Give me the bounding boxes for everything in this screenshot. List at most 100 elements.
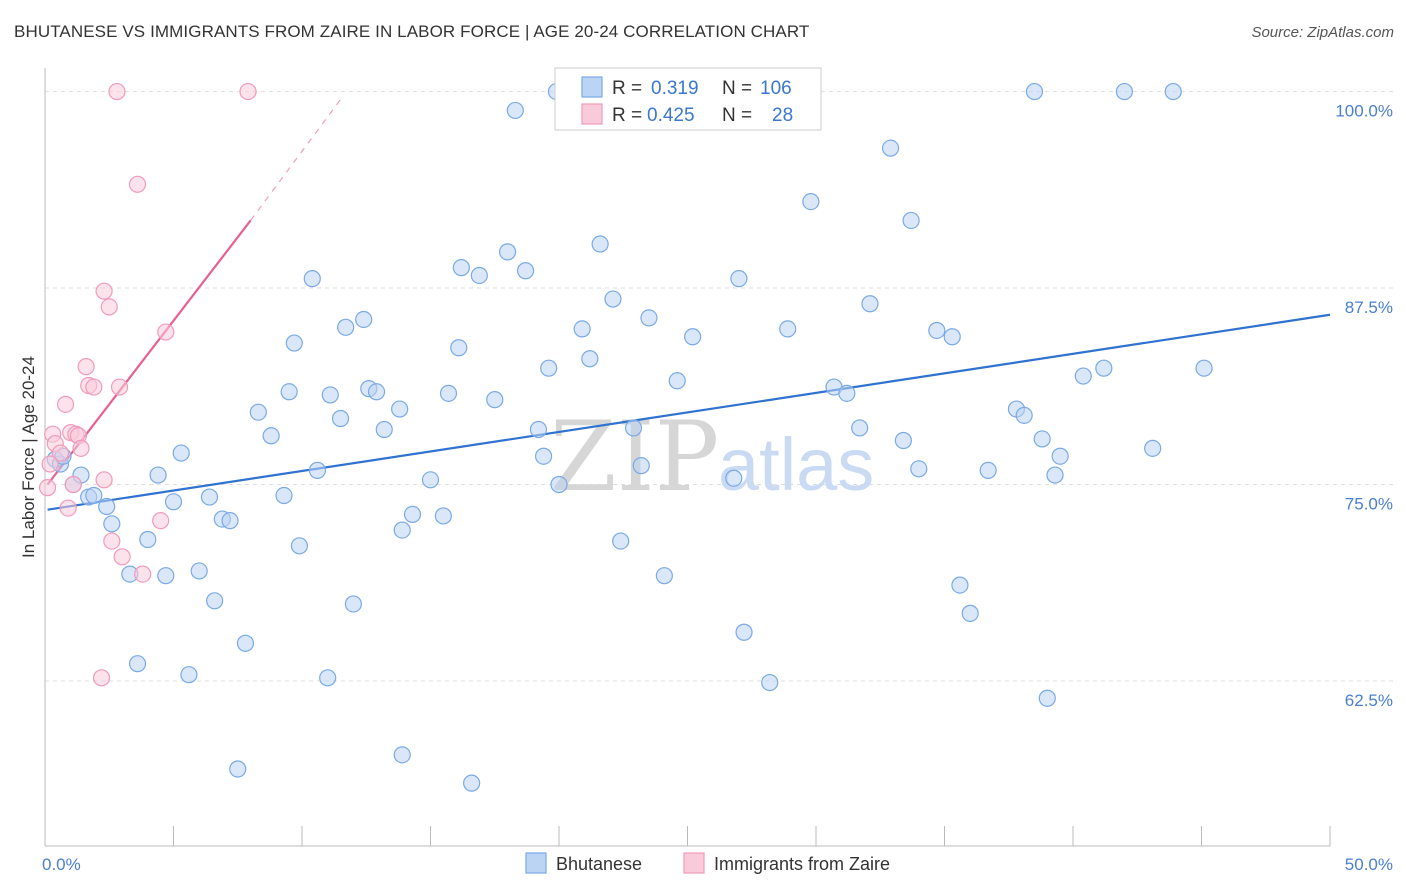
y-tick-label-0: 100.0% [1335, 102, 1393, 121]
stats-r-value-zaire: 0.425 [647, 105, 695, 126]
point-bhutanese-72 [730, 270, 748, 288]
chart-source: Source: ZipAtlas.com [1251, 24, 1394, 41]
point-bhutanese-80 [861, 295, 879, 313]
point-bhutanese-100 [1144, 439, 1162, 457]
point-zaire-22 [128, 175, 147, 193]
point-zaire-10 [72, 439, 90, 457]
point-bhutanese-73 [735, 623, 753, 641]
point-bhutanese-95 [1046, 466, 1064, 484]
stats-n-value-zaire: 28 [772, 105, 793, 126]
point-bhutanese-89 [979, 461, 997, 479]
point-bhutanese-47 [439, 384, 458, 402]
point-bhutanese-28 [285, 334, 303, 352]
point-bhutanese-87 [951, 576, 969, 594]
point-bhutanese-43 [393, 521, 411, 539]
stats-swatch-bhutanese [581, 76, 603, 98]
point-bhutanese-40 [375, 420, 393, 439]
point-zaire-27 [41, 455, 59, 473]
point-bhutanese-52 [486, 391, 504, 409]
point-bhutanese-67 [640, 309, 658, 327]
point-bhutanese-22 [229, 760, 247, 778]
point-bhutanese-15 [172, 444, 190, 462]
point-bhutanese-70 [684, 328, 702, 346]
series-legend: Bhutanese Immigrants from Zaire [525, 852, 890, 874]
point-bhutanese-81 [881, 139, 900, 157]
y-axis-label: In Labor Force | Age 20-24 [19, 356, 38, 558]
point-bhutanese-50 [463, 774, 481, 792]
point-bhutanese-11 [139, 530, 157, 549]
point-bhutanese-27 [280, 383, 298, 401]
legend-swatch-bhutanese[interactable] [525, 852, 547, 874]
point-bhutanese-25 [262, 427, 280, 445]
point-bhutanese-83 [902, 211, 920, 230]
legend-swatch-zaire[interactable] [683, 852, 705, 874]
point-bhutanese-36 [344, 595, 362, 613]
point-zaire-17 [100, 298, 118, 316]
stats-n-value-bhutanese: 106 [760, 78, 792, 99]
axes [44, 68, 1331, 847]
stats-r-label-zaire: R = [612, 105, 642, 126]
data-points [38, 82, 1213, 792]
point-bhutanese-64 [612, 532, 630, 550]
point-bhutanese-84 [910, 460, 928, 478]
point-bhutanese-102 [1195, 359, 1213, 377]
point-zaire-0 [38, 479, 57, 497]
point-bhutanese-98 [1095, 359, 1113, 377]
point-bhutanese-8 [103, 515, 121, 533]
point-bhutanese-51 [470, 266, 488, 285]
legend-label-bhutanese[interactable]: Bhutanese [556, 854, 642, 874]
point-bhutanese-24 [249, 403, 267, 421]
point-bhutanese-71 [725, 469, 743, 487]
point-bhutanese-69 [668, 372, 686, 390]
point-zaire-7 [64, 475, 82, 494]
point-bhutanese-88 [961, 604, 979, 622]
point-bhutanese-45 [421, 471, 440, 489]
stats-n-label-zaire: N = [722, 105, 752, 126]
point-bhutanese-41 [391, 400, 409, 418]
point-bhutanese-61 [581, 350, 599, 368]
gridlines [45, 91, 1395, 682]
point-bhutanese-91 [1015, 406, 1033, 424]
point-bhutanese-57 [534, 447, 553, 465]
point-bhutanese-76 [802, 192, 820, 211]
point-bhutanese-6 [85, 486, 103, 505]
point-zaire-13 [85, 378, 103, 396]
point-bhutanese-49 [452, 259, 470, 277]
point-zaire-5 [59, 499, 77, 517]
point-bhutanese-7 [98, 497, 116, 516]
point-bhutanese-56 [529, 420, 548, 439]
point-zaire-19 [108, 82, 126, 101]
y-tick-label-2: 75.0% [1345, 495, 1393, 514]
point-bhutanese-74 [761, 673, 779, 692]
point-bhutanese-94 [1038, 689, 1056, 707]
point-zaire-11 [77, 358, 95, 376]
point-bhutanese-68 [655, 567, 673, 585]
point-bhutanese-21 [221, 512, 239, 530]
point-bhutanese-18 [200, 488, 219, 506]
point-bhutanese-39 [367, 383, 386, 401]
point-zaire-18 [103, 532, 121, 550]
legend-label-zaire[interactable]: Immigrants from Zaire [714, 854, 890, 874]
stats-swatch-zaire [581, 103, 603, 125]
point-zaire-25 [157, 323, 175, 341]
point-bhutanese-86 [943, 328, 961, 346]
point-bhutanese-66 [632, 457, 650, 475]
point-bhutanese-75 [779, 320, 797, 338]
stats-legend-box: R = 0.319 N = 106 R = 0.425 N = 28 [554, 67, 822, 131]
point-bhutanese-14 [164, 493, 183, 511]
point-zaire-4 [56, 395, 75, 413]
watermark-atlas: atlas [718, 423, 874, 506]
point-bhutanese-60 [573, 320, 591, 338]
point-bhutanese-96 [1051, 447, 1069, 465]
point-bhutanese-34 [331, 409, 350, 428]
point-bhutanese-78 [838, 384, 856, 402]
x-tick-labels: 0.0% 50.0% [42, 855, 1393, 874]
point-bhutanese-10 [128, 655, 147, 673]
point-bhutanese-101 [1164, 82, 1182, 101]
point-zaire-3 [51, 444, 70, 462]
point-bhutanese-85 [928, 321, 946, 340]
point-bhutanese-99 [1115, 82, 1134, 101]
chart-title: BHUTANESE VS IMMIGRANTS FROM ZAIRE IN LA… [14, 22, 810, 41]
y-tick-labels: 100.0% 87.5% 75.0% 62.5% [1335, 102, 1393, 710]
